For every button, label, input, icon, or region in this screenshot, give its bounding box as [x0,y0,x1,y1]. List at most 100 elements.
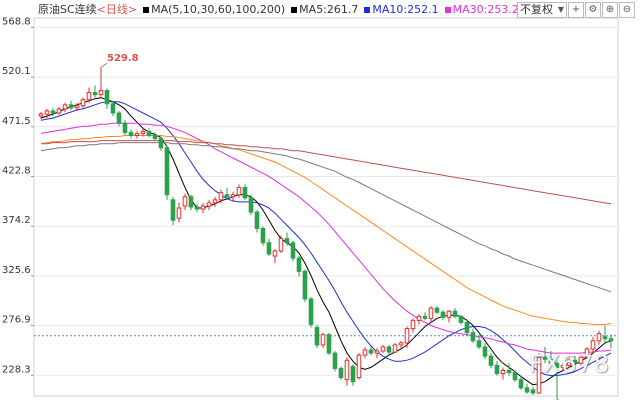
legend-swatch [444,7,451,13]
candle-down [242,187,248,199]
legend-entry: MA10:252.1 [372,3,439,16]
candle-up [362,349,368,356]
candle-down [350,365,356,383]
candle-down [260,227,266,244]
candle-up [398,342,404,346]
candle-down [296,257,302,272]
plot-area [33,17,619,397]
candle-down [572,359,578,364]
zoom-in-button[interactable]: ⊕ [602,2,618,18]
candle-down [422,315,428,319]
candle-up [374,350,380,354]
candle-down [518,379,524,389]
candle-down [524,387,530,393]
ma-line-ma100 [40,142,612,293]
candle-up [356,354,362,379]
high-price-label: 529.8 [107,53,139,64]
settings-icon: ⚙ [588,4,598,15]
candle-down [164,147,170,196]
annotation-pointer [100,62,108,68]
candle-down [308,298,314,325]
candle-down [506,369,512,374]
candle-down [602,336,608,340]
candle-up [410,319,416,330]
candle-down [542,356,548,360]
candle-down [152,134,158,140]
candle-up [320,334,326,346]
candle-up [44,110,50,115]
y-tick-label: 228.3 [2,364,31,375]
candle-up [584,348,590,358]
candle-down [452,310,458,317]
candle-up [278,238,284,252]
candle-down [194,206,200,210]
candle-down [224,194,230,198]
legend-entry: MA30:253.2 [452,3,519,16]
candle-up [404,328,410,344]
candle-down [116,112,122,124]
candle-up [86,92,92,101]
zoom-out-icon: ⊖ [622,4,632,15]
candle-down [314,327,320,346]
candle-up [218,192,224,201]
candle-down [554,362,560,368]
settings-button[interactable]: ⚙ [585,2,601,18]
candle-up [344,359,350,381]
ma-line-ma10 [40,101,612,377]
candle-up [230,194,236,198]
candle-down [122,122,128,133]
y-tick-label: 471.5 [2,116,31,127]
price-adjust-select[interactable]: 不复权 ▼ [517,2,567,18]
candle-up [578,356,584,364]
candle-down [170,199,176,221]
candle-down [488,355,494,366]
add-indicator-button[interactable]: + [568,2,584,18]
candle-down [266,242,272,255]
candle-up [596,333,602,342]
ma-line-ma30 [40,122,612,354]
candle-down [368,349,374,354]
candle-down [608,338,614,342]
candle-down [464,321,470,334]
legend-entry: MA(5,10,30,60,100,200) [151,3,286,16]
candle-down [470,332,476,342]
y-tick-label: 568.8 [2,16,31,27]
candle-down [302,270,308,300]
candle-down [128,131,134,136]
candle-down [104,90,110,105]
legend-swatch [143,7,150,13]
candle-up [182,196,188,207]
candle-down [290,242,296,259]
zoom-out-button[interactable]: ⊖ [619,2,635,18]
candle-down [110,103,116,114]
candle-up [590,340,596,350]
candle-up [206,202,212,207]
candle-up [416,315,422,321]
candle-up [380,346,386,352]
candle-down [386,346,392,353]
candle-up [428,307,434,319]
y-tick-label: 374.2 [2,215,31,226]
candle-up [80,99,86,107]
candle-down [482,346,488,357]
candle-down [146,130,152,136]
candle-down [188,196,194,208]
candle-up [536,356,542,394]
candle-down [338,367,344,379]
candle-up [98,90,104,96]
candle-up [272,250,278,257]
y-tick-label: 422.8 [2,166,31,177]
ma-line-ma200 [41,140,612,205]
candle-up [200,205,206,210]
period-label[interactable]: <日线> [96,3,138,16]
legend-entry: MA5:261.7 [299,3,359,16]
candle-down [284,238,290,244]
chevron-down-icon: ▼ [557,5,564,14]
candle-up [566,359,572,366]
candle-down [50,110,56,114]
candle-down [434,307,440,313]
legend-swatch [291,7,298,13]
candle-down [494,364,500,375]
